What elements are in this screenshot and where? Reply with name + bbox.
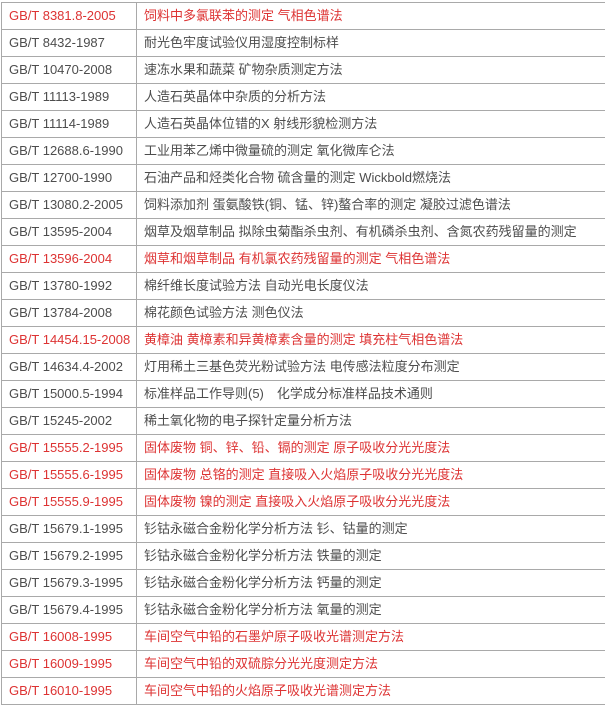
table-row: GB/T 15000.5-1994 标准样品工作导则(5) 化学成分标准样品技术… xyxy=(2,381,605,408)
table-row: GB/T 8381.8-2005 饲料中多氯联苯的测定 气相色谱法 xyxy=(2,3,605,30)
standard-title-link[interactable]: 车间空气中铅的双硫腙分光光度测定方法 xyxy=(137,651,605,678)
standard-title-link[interactable]: 标准样品工作导则(5) 化学成分标准样品技术通则 xyxy=(137,381,605,408)
table-row: GB/T 15679.3-1995 钐钴永磁合金粉化学分析方法 钙量的测定 xyxy=(2,570,605,597)
standard-code-link[interactable]: GB/T 13595-2004 xyxy=(2,219,137,246)
standard-title-link[interactable]: 钐钴永磁合金粉化学分析方法 钐、钴量的测定 xyxy=(137,516,605,543)
table-row: GB/T 15679.2-1995 钐钴永磁合金粉化学分析方法 铁量的测定 xyxy=(2,543,605,570)
standard-code-link[interactable]: GB/T 8432-1987 xyxy=(2,30,137,57)
standard-code-link[interactable]: GB/T 15555.6-1995 xyxy=(2,462,137,489)
standard-code-link[interactable]: GB/T 13080.2-2005 xyxy=(2,192,137,219)
standard-title-link[interactable]: 车间空气中铅的火焰原子吸收光谱测定方法 xyxy=(137,678,605,705)
standard-title-link[interactable]: 石油产品和烃类化合物 硫含量的测定 Wickbold燃烧法 xyxy=(137,165,605,192)
standard-title-link[interactable]: 稀土氧化物的电子探针定量分析方法 xyxy=(137,408,605,435)
standard-title-link[interactable]: 固体废物 铜、锌、铅、镉的测定 原子吸收分光光度法 xyxy=(137,435,605,462)
table-row: GB/T 16009-1995 车间空气中铅的双硫腙分光光度测定方法 xyxy=(2,651,605,678)
table-row: GB/T 15679.4-1995 钐钴永磁合金粉化学分析方法 氧量的测定 xyxy=(2,597,605,624)
standard-title-link[interactable]: 速冻水果和蔬菜 矿物杂质测定方法 xyxy=(137,57,605,84)
table-row: GB/T 13080.2-2005 饲料添加剂 蛋氨酸铁(铜、锰、锌)螯合率的测… xyxy=(2,192,605,219)
standard-title-link[interactable]: 钐钴永磁合金粉化学分析方法 铁量的测定 xyxy=(137,543,605,570)
standard-code-link[interactable]: GB/T 15000.5-1994 xyxy=(2,381,137,408)
standards-table-body: GB/T 8381.8-2005 饲料中多氯联苯的测定 气相色谱法 GB/T 8… xyxy=(2,3,605,705)
standard-code-link[interactable]: GB/T 12688.6-1990 xyxy=(2,138,137,165)
standard-title-link[interactable]: 饲料添加剂 蛋氨酸铁(铜、锰、锌)螯合率的测定 凝胶过滤色谱法 xyxy=(137,192,605,219)
standard-code-link[interactable]: GB/T 11114-1989 xyxy=(2,111,137,138)
standard-title-link[interactable]: 烟草及烟草制品 拟除虫菊酯杀虫剂、有机磷杀虫剂、含氮农药残留量的测定 xyxy=(137,219,605,246)
table-row: GB/T 15245-2002 稀土氧化物的电子探针定量分析方法 xyxy=(2,408,605,435)
table-row: GB/T 11114-1989 人造石英晶体位错的X 射线形貌检测方法 xyxy=(2,111,605,138)
table-row: GB/T 13595-2004 烟草及烟草制品 拟除虫菊酯杀虫剂、有机磷杀虫剂、… xyxy=(2,219,605,246)
standard-code-link[interactable]: GB/T 15555.9-1995 xyxy=(2,489,137,516)
standard-title-link[interactable]: 饲料中多氯联苯的测定 气相色谱法 xyxy=(137,3,605,30)
standard-code-link[interactable]: GB/T 16008-1995 xyxy=(2,624,137,651)
standard-code-link[interactable]: GB/T 15555.2-1995 xyxy=(2,435,137,462)
standard-code-link[interactable]: GB/T 11113-1989 xyxy=(2,84,137,111)
table-row: GB/T 14634.4-2002 灯用稀土三基色荧光粉试验方法 电传感法粒度分… xyxy=(2,354,605,381)
standard-title-link[interactable]: 人造石英晶体中杂质的分析方法 xyxy=(137,84,605,111)
standard-title-link[interactable]: 固体废物 镍的测定 直接吸入火焰原子吸收分光光度法 xyxy=(137,489,605,516)
standard-code-link[interactable]: GB/T 10470-2008 xyxy=(2,57,137,84)
standard-code-link[interactable]: GB/T 15679.3-1995 xyxy=(2,570,137,597)
standard-title-link[interactable]: 人造石英晶体位错的X 射线形貌检测方法 xyxy=(137,111,605,138)
standard-title-link[interactable]: 钐钴永磁合金粉化学分析方法 氧量的测定 xyxy=(137,597,605,624)
standard-title-link[interactable]: 烟草和烟草制品 有机氯农药残留量的测定 气相色谱法 xyxy=(137,246,605,273)
standard-title-link[interactable]: 灯用稀土三基色荧光粉试验方法 电传感法粒度分布测定 xyxy=(137,354,605,381)
standard-title-link[interactable]: 车间空气中铅的石墨炉原子吸收光谱测定方法 xyxy=(137,624,605,651)
standard-code-link[interactable]: GB/T 16009-1995 xyxy=(2,651,137,678)
standard-code-link[interactable]: GB/T 14454.15-2008 xyxy=(2,327,137,354)
standard-title-link[interactable]: 黄樟油 黄樟素和异黄樟素含量的测定 填充柱气相色谱法 xyxy=(137,327,605,354)
standard-code-link[interactable]: GB/T 15679.1-1995 xyxy=(2,516,137,543)
standard-code-link[interactable]: GB/T 15245-2002 xyxy=(2,408,137,435)
table-row: GB/T 8432-1987 耐光色牢度试验仪用湿度控制标样 xyxy=(2,30,605,57)
table-row: GB/T 11113-1989 人造石英晶体中杂质的分析方法 xyxy=(2,84,605,111)
table-row: GB/T 16008-1995 车间空气中铅的石墨炉原子吸收光谱测定方法 xyxy=(2,624,605,651)
standard-code-link[interactable]: GB/T 15679.2-1995 xyxy=(2,543,137,570)
table-row: GB/T 12700-1990 石油产品和烃类化合物 硫含量的测定 Wickbo… xyxy=(2,165,605,192)
standard-code-link[interactable]: GB/T 13780-1992 xyxy=(2,273,137,300)
standard-code-link[interactable]: GB/T 12700-1990 xyxy=(2,165,137,192)
table-row: GB/T 15555.2-1995 固体废物 铜、锌、铅、镉的测定 原子吸收分光… xyxy=(2,435,605,462)
standard-title-link[interactable]: 棉纤维长度试验方法 自动光电长度仪法 xyxy=(137,273,605,300)
standard-code-link[interactable]: GB/T 16010-1995 xyxy=(2,678,137,705)
standard-code-link[interactable]: GB/T 8381.8-2005 xyxy=(2,3,137,30)
table-row: GB/T 15679.1-1995 钐钴永磁合金粉化学分析方法 钐、钴量的测定 xyxy=(2,516,605,543)
standard-code-link[interactable]: GB/T 13784-2008 xyxy=(2,300,137,327)
standard-code-link[interactable]: GB/T 13596-2004 xyxy=(2,246,137,273)
standard-title-link[interactable]: 固体废物 总铬的测定 直接吸入火焰原子吸收分光光度法 xyxy=(137,462,605,489)
standard-code-link[interactable]: GB/T 15679.4-1995 xyxy=(2,597,137,624)
standard-title-link[interactable]: 耐光色牢度试验仪用湿度控制标样 xyxy=(137,30,605,57)
standard-title-link[interactable]: 钐钴永磁合金粉化学分析方法 钙量的测定 xyxy=(137,570,605,597)
table-row: GB/T 12688.6-1990 工业用苯乙烯中微量硫的测定 氧化微库仑法 xyxy=(2,138,605,165)
table-row: GB/T 16010-1995 车间空气中铅的火焰原子吸收光谱测定方法 xyxy=(2,678,605,705)
table-row: GB/T 13784-2008 棉花颜色试验方法 测色仪法 xyxy=(2,300,605,327)
standard-code-link[interactable]: GB/T 14634.4-2002 xyxy=(2,354,137,381)
table-row: GB/T 13596-2004 烟草和烟草制品 有机氯农药残留量的测定 气相色谱… xyxy=(2,246,605,273)
table-row: GB/T 14454.15-2008 黄樟油 黄樟素和异黄樟素含量的测定 填充柱… xyxy=(2,327,605,354)
standard-title-link[interactable]: 工业用苯乙烯中微量硫的测定 氧化微库仑法 xyxy=(137,138,605,165)
table-row: GB/T 15555.6-1995 固体废物 总铬的测定 直接吸入火焰原子吸收分… xyxy=(2,462,605,489)
table-row: GB/T 10470-2008 速冻水果和蔬菜 矿物杂质测定方法 xyxy=(2,57,605,84)
table-row: GB/T 13780-1992 棉纤维长度试验方法 自动光电长度仪法 xyxy=(2,273,605,300)
table-row: GB/T 15555.9-1995 固体废物 镍的测定 直接吸入火焰原子吸收分光… xyxy=(2,489,605,516)
standard-title-link[interactable]: 棉花颜色试验方法 测色仪法 xyxy=(137,300,605,327)
